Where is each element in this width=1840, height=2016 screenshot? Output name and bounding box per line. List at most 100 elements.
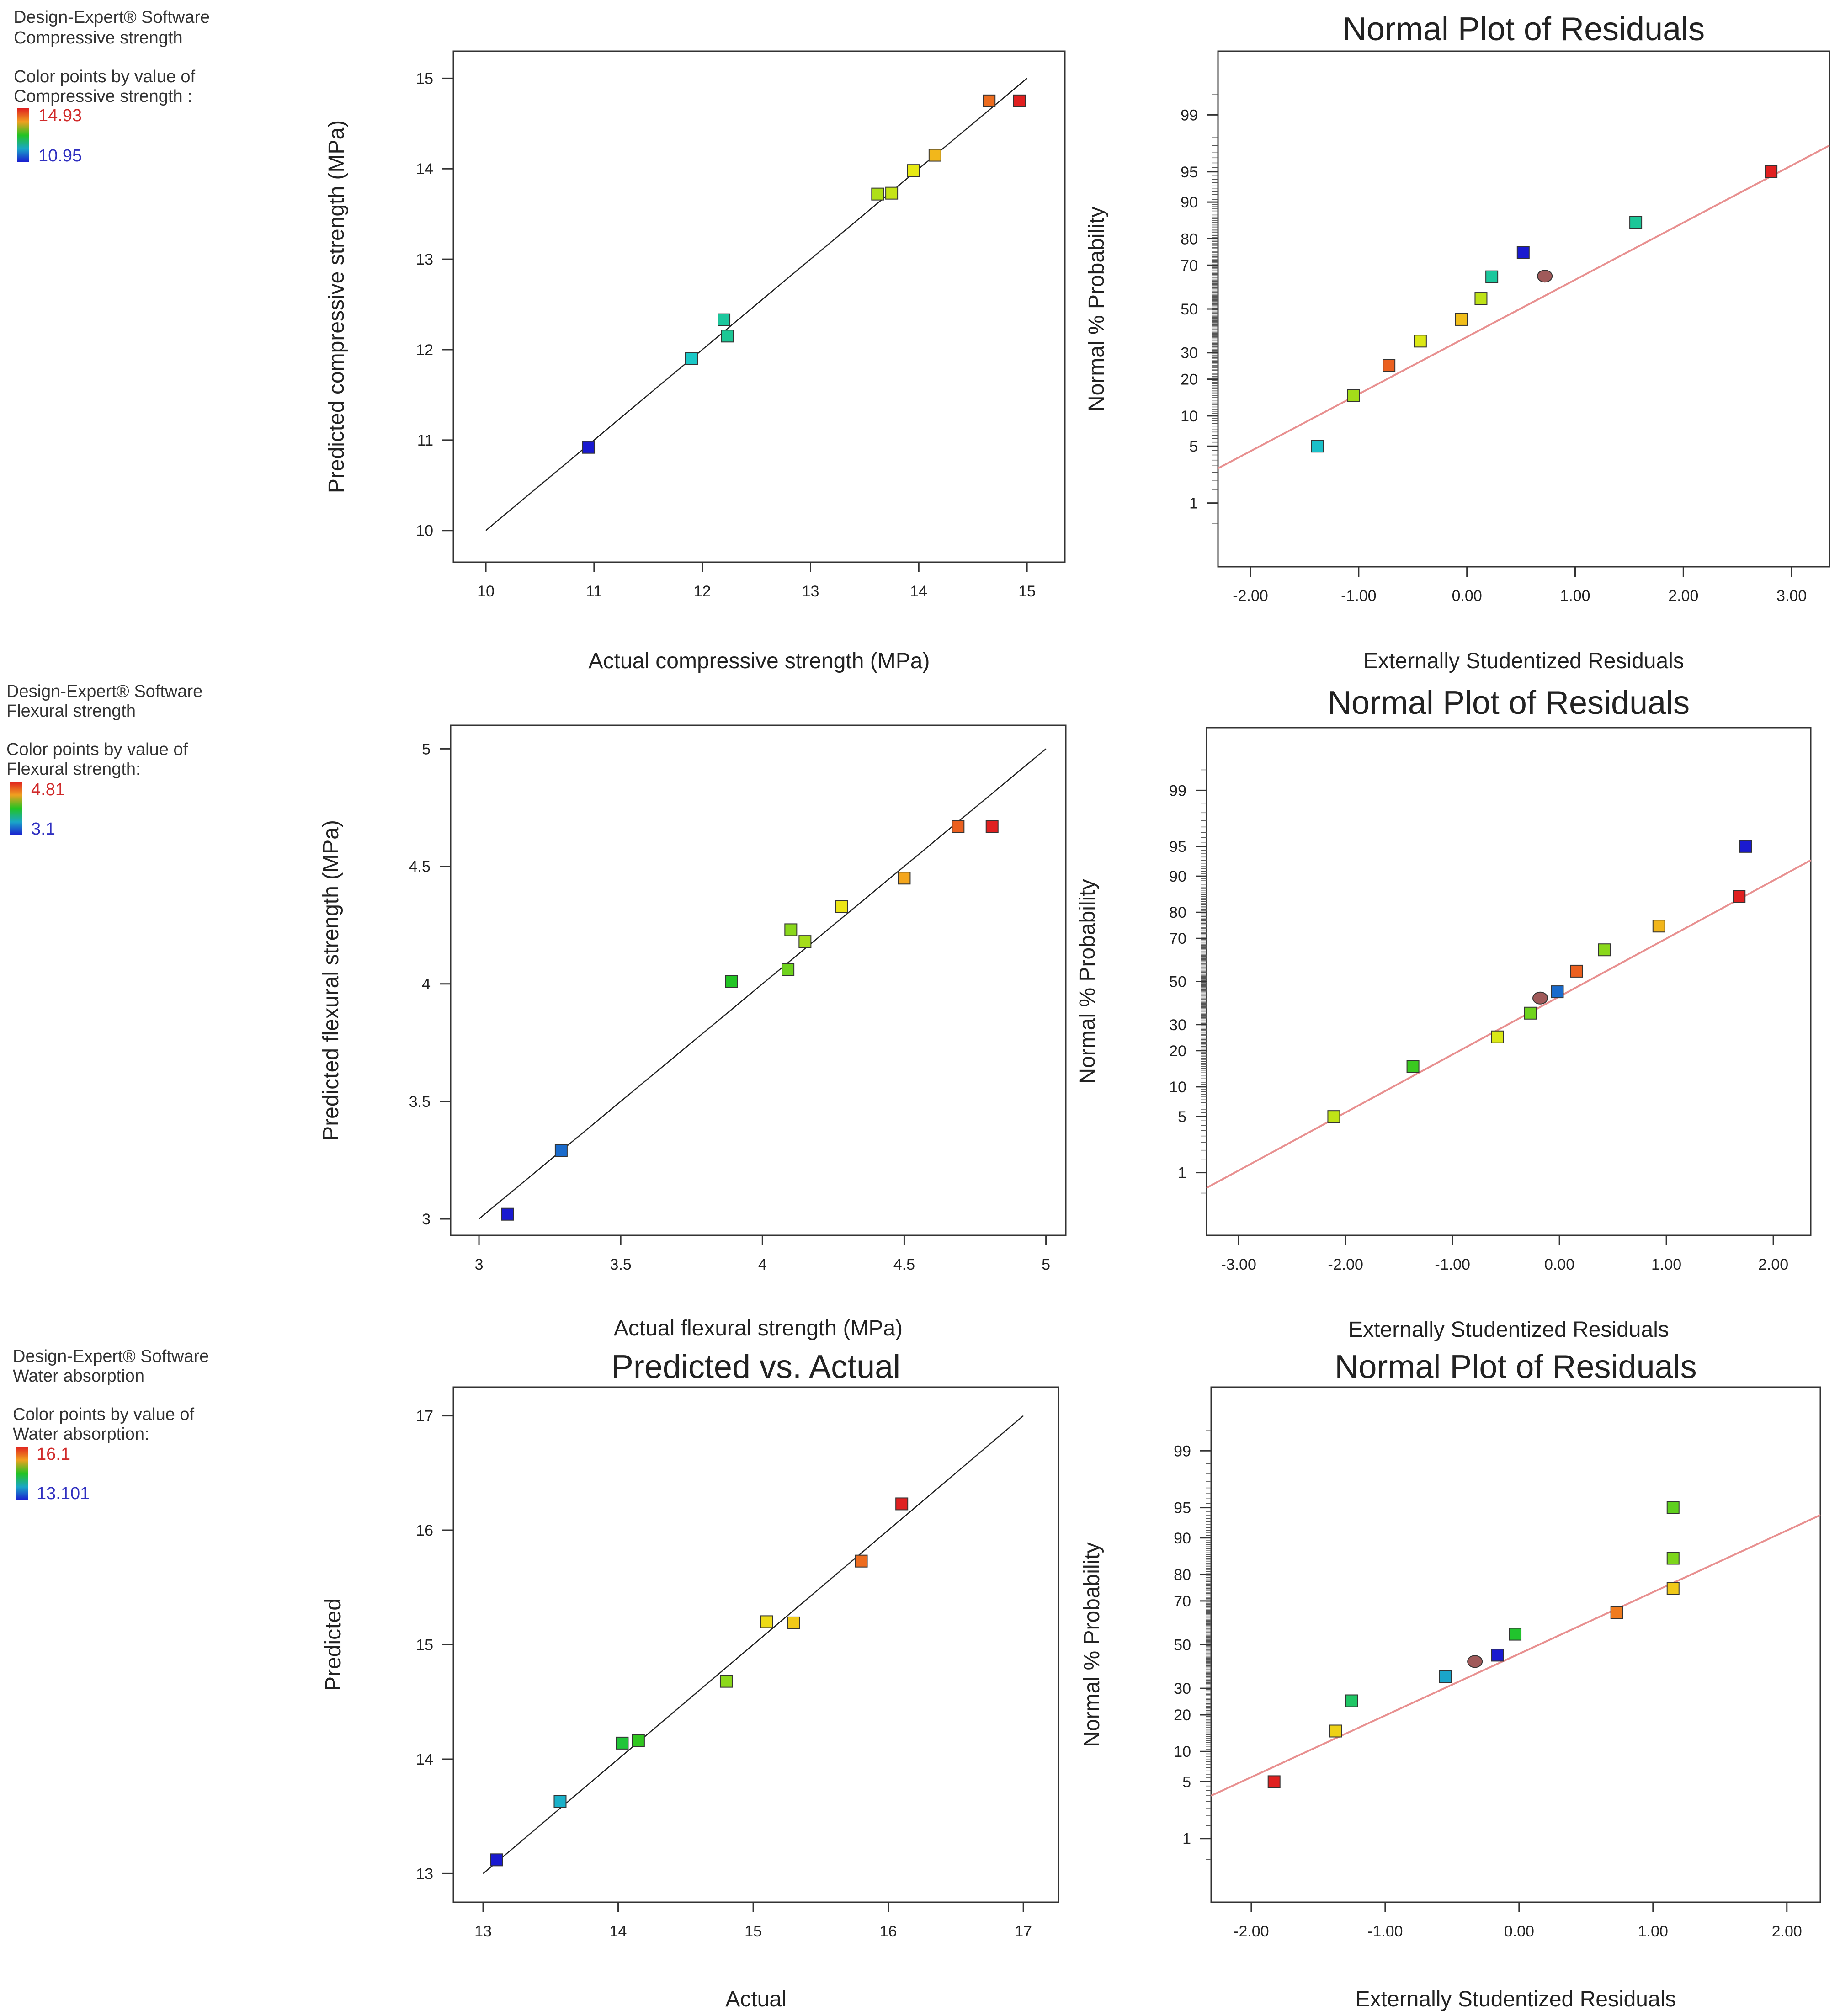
- y-tick-label: 10: [1174, 1743, 1191, 1761]
- chart-title: Normal Plot of Residuals: [1343, 11, 1705, 48]
- legend-color-line1: Color points by value of: [14, 67, 196, 86]
- data-point: [1666, 1582, 1680, 1595]
- chart-title: Predicted vs. Actual: [612, 1349, 900, 1385]
- x-tick-label: 13: [802, 583, 819, 600]
- y-tick-label: 99: [1174, 1442, 1191, 1460]
- x-tick-label: -2.00: [1234, 1923, 1269, 1940]
- data-point: [1491, 1030, 1504, 1043]
- y-tick-label: 17: [416, 1408, 433, 1425]
- x-tick-label: -2.00: [1328, 1256, 1363, 1273]
- legend-response: Flexural strength: [6, 702, 136, 721]
- y-tick-label: 3.5: [409, 1093, 431, 1111]
- y-tick-label: 99: [1169, 782, 1186, 799]
- data-point: [501, 1207, 514, 1221]
- legend-color-line1: Color points by value of: [13, 1405, 195, 1424]
- plot-frame: [1217, 50, 1830, 568]
- data-point: [898, 872, 911, 885]
- plot-frame: [1210, 1386, 1821, 1903]
- y-tick-label: 20: [1169, 1043, 1186, 1060]
- data-point: [1551, 985, 1564, 999]
- data-point: [1455, 313, 1468, 326]
- x-axis-label: Externally Studentized Residuals: [1348, 1318, 1669, 1342]
- x-tick-label: 3.5: [610, 1256, 632, 1273]
- y-tick-label: 50: [1169, 973, 1186, 991]
- data-point: [1474, 292, 1488, 305]
- data-point: [719, 1675, 733, 1688]
- y-tick-label: 80: [1174, 1566, 1191, 1584]
- legend-software: Design-Expert® Software: [6, 682, 202, 701]
- x-tick-label: 15: [1018, 583, 1036, 600]
- y-tick-label: 80: [1181, 230, 1198, 248]
- data-point: [983, 94, 996, 107]
- chart-pva-compressive: 10 11 12 13 14 15 10 11 12 13 14 15 Actual compressi…: [324, 50, 1066, 673]
- x-tick-label: -1.00: [1435, 1256, 1470, 1273]
- data-point: [835, 900, 848, 913]
- data-point: [1406, 1060, 1420, 1073]
- x-tick-label: 10: [477, 583, 495, 600]
- data-point: [1516, 246, 1530, 259]
- data-point: [1439, 1670, 1452, 1683]
- y-axis-label: Normal % Probability: [1085, 207, 1109, 411]
- x-tick-label: 4.5: [893, 1256, 915, 1273]
- data-point: [1267, 1775, 1281, 1788]
- data-point: [798, 935, 812, 948]
- y-axis-label: Predicted: [321, 1598, 346, 1691]
- x-tick-label: 2.00: [1772, 1923, 1802, 1940]
- legend-color-line2: Flexural strength:: [6, 760, 141, 779]
- legend-high-value: 4.81: [31, 780, 65, 799]
- data-point: [1629, 216, 1643, 229]
- legend-flexural: Design-Expert® Software Flexural strengt…: [6, 682, 202, 839]
- data-point: [1485, 270, 1499, 283]
- y-tick-label: 50: [1181, 301, 1198, 318]
- data-point: [952, 820, 965, 833]
- plot-frame: [452, 50, 1066, 563]
- y-tick-label: 13: [416, 251, 433, 268]
- data-point: [760, 1615, 773, 1628]
- data-point: [1311, 440, 1324, 453]
- legend-response: Water absorption: [13, 1367, 144, 1386]
- x-tick-label: 0.00: [1504, 1923, 1534, 1940]
- y-tick-label: 5: [1178, 1108, 1186, 1126]
- data-point: [490, 1853, 503, 1867]
- y-tick-label: 4.5: [409, 858, 431, 876]
- legend-color-bar: [10, 782, 22, 835]
- y-axis-label: Predicted flexural strength (MPa): [319, 820, 343, 1141]
- data-point: [1013, 94, 1026, 107]
- legend-color-bar: [17, 108, 29, 162]
- x-tick-label: -2.00: [1233, 587, 1268, 605]
- data-point: [1414, 335, 1427, 348]
- data-point: [1739, 840, 1752, 853]
- y-axis-label: Normal % Probability: [1080, 1542, 1104, 1747]
- y-tick-label: 70: [1181, 257, 1198, 274]
- data-point: [554, 1144, 568, 1157]
- legend-water: Design-Expert® Software Water absorption…: [13, 1347, 209, 1503]
- chart-pva-water: Predicted vs. Actual 13 14 15 16 17 13 14 15 16 17…: [321, 1349, 1059, 2011]
- x-tick-label: 11: [586, 583, 602, 600]
- data-point: [1765, 165, 1778, 178]
- data-point: [1524, 1006, 1537, 1020]
- x-tick-label: 14: [610, 1923, 627, 1940]
- y-tick-label: 30: [1181, 345, 1198, 362]
- y-tick-label: 50: [1174, 1637, 1191, 1654]
- x-tick-label: 5: [1042, 1256, 1050, 1273]
- data-point: [1570, 964, 1583, 978]
- y-tick-label: 90: [1169, 868, 1186, 885]
- data-point: [1598, 943, 1611, 957]
- legend-software: Design-Expert® Software: [13, 1347, 209, 1366]
- data-point: [885, 186, 899, 200]
- y-tick-label: 30: [1169, 1016, 1186, 1034]
- data-point: [1329, 1724, 1342, 1738]
- y-tick-label: 12: [416, 341, 433, 359]
- y-tick-label: 30: [1174, 1680, 1191, 1697]
- legend-color-bar: [16, 1447, 28, 1500]
- data-point: [1509, 1628, 1522, 1641]
- reference-line: [479, 748, 1047, 1219]
- legend-color-line2: Water absorption:: [13, 1425, 149, 1444]
- data-point: [787, 1616, 800, 1629]
- data-point: [1666, 1501, 1680, 1514]
- y-tick-label: 4: [422, 976, 431, 993]
- legend-low-value: 13.101: [37, 1484, 90, 1503]
- chart-npp-compressive: Normal Plot of Residuals -2.00 -1.00 0.00 1.…: [1085, 11, 1830, 673]
- data-point: [1610, 1606, 1623, 1619]
- center-point: [1532, 991, 1548, 1005]
